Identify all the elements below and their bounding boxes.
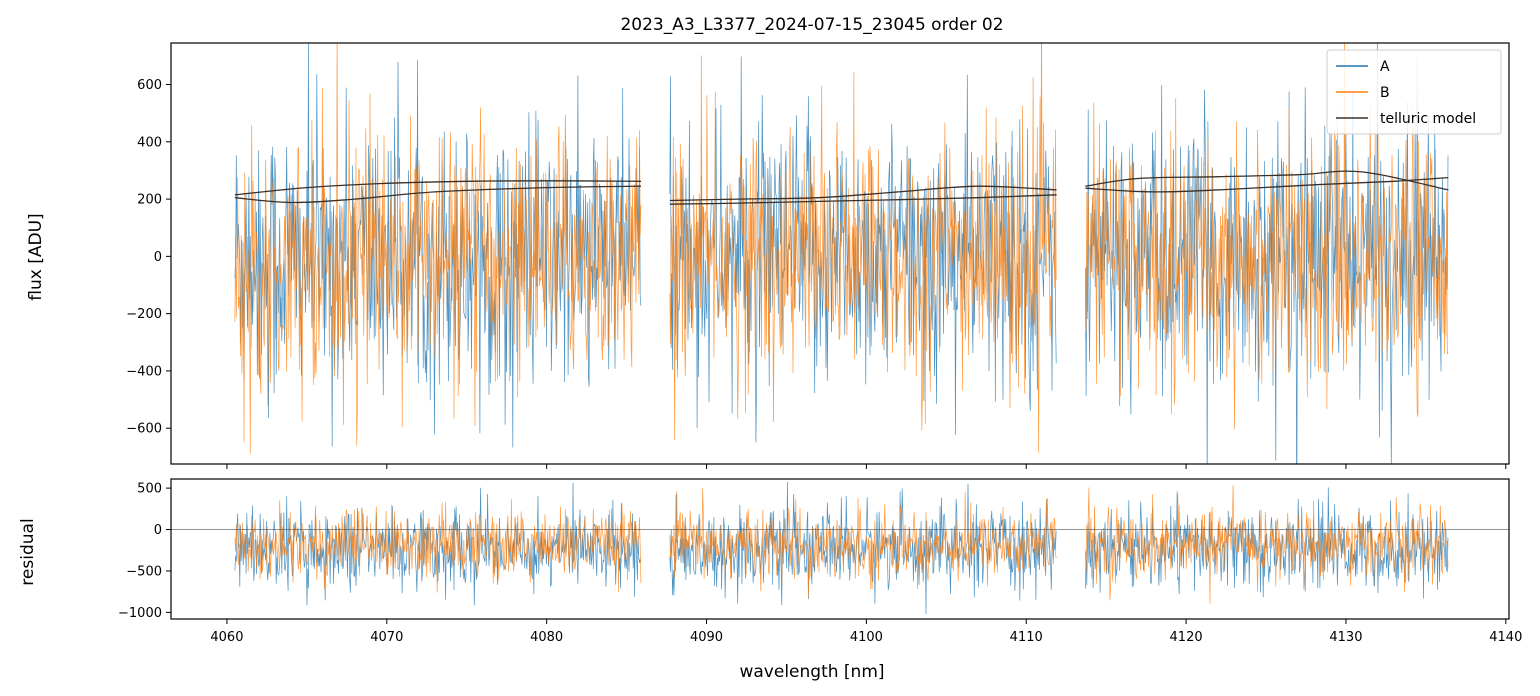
residual-plot-area (171, 481, 1509, 615)
legend-box (1326, 49, 1502, 135)
telluric-model-curve-6 (1085, 176, 1449, 193)
y-tick-label: 200 (137, 193, 162, 208)
residual-x-ticks: 4060 4070 4080 4090 4100 4110 4120 4130 4140 (210, 619, 1522, 645)
y-tick-label: 500 (137, 482, 162, 497)
series-a-segment-2 (669, 481, 1057, 615)
x-tick-label: 4100 (850, 630, 883, 645)
series-b-segment-1 (234, 499, 642, 593)
x-tick-label: 4060 (210, 630, 243, 645)
series-b-segment-3 (1085, 484, 1449, 604)
x-tick-label: 4130 (1329, 630, 1362, 645)
y-tick-label: 400 (137, 135, 162, 150)
x-axis-label: wavelength [nm] (739, 662, 884, 682)
flux-panel: −600 −400 −200 0 200 400 600 flux [ADU] A B te… (26, 42, 1510, 469)
y-tick-label: 0 (154, 523, 162, 538)
y-tick-label: −600 (126, 422, 162, 437)
x-tick-label: 4110 (1010, 630, 1043, 645)
legend-label-b: B (1380, 85, 1390, 101)
x-tick-label: 4080 (530, 630, 563, 645)
y-tick-label: −200 (126, 307, 162, 322)
y-tick-label: 600 (137, 78, 162, 93)
chart-title: 2023_A3_L3377_2024-07-15_23045 order 02 (620, 15, 1003, 35)
telluric-model-curve-5 (669, 194, 1057, 205)
telluric-model-curve-1 (234, 180, 642, 196)
series-b-segment-1 (234, 43, 642, 454)
x-tick-label: 4120 (1170, 630, 1203, 645)
telluric-model-lines (234, 170, 1449, 205)
y-tick-label: 0 (154, 250, 162, 265)
flux-y-ticks: −600 −400 −200 0 200 400 600 (126, 78, 171, 437)
telluric-model-curve-2 (669, 185, 1057, 202)
residual-panel-frame (170, 478, 1510, 620)
x-tick-label: 4140 (1489, 630, 1522, 645)
telluric-model-curve-3 (1085, 170, 1449, 191)
x-tick-label: 4070 (370, 630, 403, 645)
residual-panel: −1000 −500 0 500 4060 4070 4080 4090 4100 4110 41… (18, 478, 1522, 682)
legend-label-telluric: telluric model (1380, 111, 1476, 127)
y-tick-label: −1000 (118, 606, 162, 621)
x-tick-label: 4090 (690, 630, 723, 645)
residual-y-ticks: −1000 −500 0 500 (118, 482, 171, 621)
legend: A B telluric model (1326, 49, 1502, 135)
telluric-model-curve-4 (234, 185, 642, 204)
legend-label-a: A (1380, 59, 1390, 75)
y-tick-label: −400 (126, 364, 162, 379)
flux-panel-frame (170, 42, 1510, 465)
series-a-segment-2 (669, 56, 1057, 443)
series-b-segment-2 (669, 43, 1057, 453)
flux-plot-area (234, 43, 1449, 464)
y-tick-label: −500 (126, 564, 162, 579)
flux-x-ticks (226, 464, 1507, 469)
series-b-segment-3 (1085, 43, 1449, 430)
residual-y-axis-label: residual (18, 518, 38, 585)
flux-y-axis-label: flux [ADU] (26, 213, 46, 300)
series-b-segment-2 (669, 487, 1057, 598)
